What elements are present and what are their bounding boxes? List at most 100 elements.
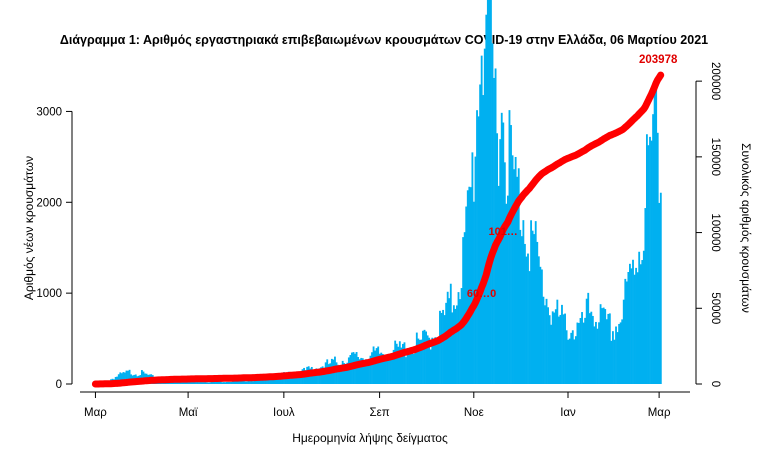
daily-bar xyxy=(119,372,122,384)
daily-bar xyxy=(235,381,238,384)
daily-bar xyxy=(642,250,645,384)
daily-bar xyxy=(207,382,210,384)
x-axis-label: Ημερομηνία λήψης δείγματος xyxy=(292,431,448,445)
x-tick-label: Ιαν xyxy=(560,407,576,419)
daily-bar xyxy=(392,349,395,384)
daily-bar xyxy=(338,366,341,384)
daily-bar xyxy=(184,381,187,384)
daily-bar xyxy=(502,122,505,384)
daily-bar xyxy=(256,378,259,384)
daily-bar xyxy=(293,375,296,384)
daily-bar xyxy=(202,382,205,384)
daily-bar xyxy=(440,312,443,384)
daily-bar xyxy=(469,187,472,384)
daily-bar xyxy=(632,259,634,384)
daily-bar xyxy=(619,322,622,384)
daily-bar xyxy=(422,330,424,384)
daily-bar xyxy=(635,267,638,384)
daily-bar xyxy=(562,314,565,384)
daily-bar xyxy=(533,234,536,384)
daily-bar xyxy=(426,335,429,384)
daily-bar xyxy=(343,363,346,384)
daily-bar xyxy=(507,195,509,384)
daily-bar xyxy=(335,362,338,384)
daily-bar xyxy=(366,362,369,384)
daily-bar xyxy=(290,375,293,384)
daily-bar xyxy=(400,347,403,384)
daily-bar xyxy=(647,145,650,384)
daily-bar xyxy=(363,360,366,384)
daily-bar xyxy=(462,237,465,384)
daily-bar xyxy=(465,206,468,384)
daily-bar xyxy=(607,313,610,384)
daily-bar xyxy=(616,332,619,384)
daily-bar xyxy=(361,358,364,384)
daily-bar xyxy=(544,305,546,384)
daily-bar xyxy=(452,305,455,384)
daily-bar xyxy=(547,307,549,384)
daily-bar xyxy=(128,369,131,384)
daily-bar xyxy=(215,381,217,384)
daily-bar xyxy=(476,110,478,384)
daily-bar xyxy=(250,380,253,384)
daily-bar xyxy=(531,230,534,384)
daily-bar xyxy=(344,366,347,384)
daily-bar xyxy=(219,381,222,384)
daily-bar xyxy=(630,268,633,384)
daily-bar xyxy=(570,332,573,384)
daily-bar xyxy=(406,352,409,384)
daily-bar xyxy=(466,190,469,384)
daily-bar xyxy=(480,55,483,385)
y-axis-left-label: Αριθμός νέων κρουσμάτων xyxy=(22,156,36,300)
daily-bar xyxy=(395,343,398,384)
daily-bar xyxy=(127,370,129,384)
x-tick-label: Νοε xyxy=(464,407,484,419)
daily-bar xyxy=(599,304,602,384)
daily-bar xyxy=(591,315,594,384)
daily-bar xyxy=(411,350,414,384)
daily-bar xyxy=(225,381,228,384)
daily-bar xyxy=(494,68,497,385)
daily-bar xyxy=(442,309,444,384)
daily-bar xyxy=(208,382,211,384)
daily-bar xyxy=(397,346,400,384)
daily-bar xyxy=(385,357,387,384)
daily-bar xyxy=(608,313,611,384)
daily-bar xyxy=(227,381,230,384)
daily-bar xyxy=(423,329,426,384)
daily-bar xyxy=(418,339,421,384)
daily-bar xyxy=(292,373,295,384)
daily-bar xyxy=(398,341,401,384)
daily-bar xyxy=(615,326,617,384)
daily-bar xyxy=(358,359,361,384)
cumulative-annotation: 101… xyxy=(488,226,517,238)
daily-bar xyxy=(213,381,216,384)
daily-bar xyxy=(486,0,489,385)
daily-bar xyxy=(537,256,540,384)
daily-bar xyxy=(315,368,318,384)
daily-bar xyxy=(241,380,244,384)
daily-bar xyxy=(610,340,613,384)
daily-bar xyxy=(188,381,191,384)
daily-bar xyxy=(239,380,242,384)
daily-bar xyxy=(550,324,553,384)
daily-bar xyxy=(454,308,457,384)
daily-bar xyxy=(525,256,528,384)
cumulative-annotation: 60…0 xyxy=(467,288,496,300)
daily-bar xyxy=(474,156,477,384)
daily-bar xyxy=(605,319,608,384)
daily-bar xyxy=(622,299,625,384)
daily-bar xyxy=(242,379,245,384)
daily-bar xyxy=(656,132,659,384)
daily-bar xyxy=(117,374,120,384)
daily-bar xyxy=(386,360,389,384)
daily-bar xyxy=(557,316,560,384)
daily-bar xyxy=(383,355,386,384)
daily-bar xyxy=(578,322,580,384)
daily-bar xyxy=(519,229,522,384)
daily-bar xyxy=(199,382,202,384)
daily-bar xyxy=(579,318,582,384)
daily-bar xyxy=(224,382,227,384)
daily-bar xyxy=(497,185,500,384)
